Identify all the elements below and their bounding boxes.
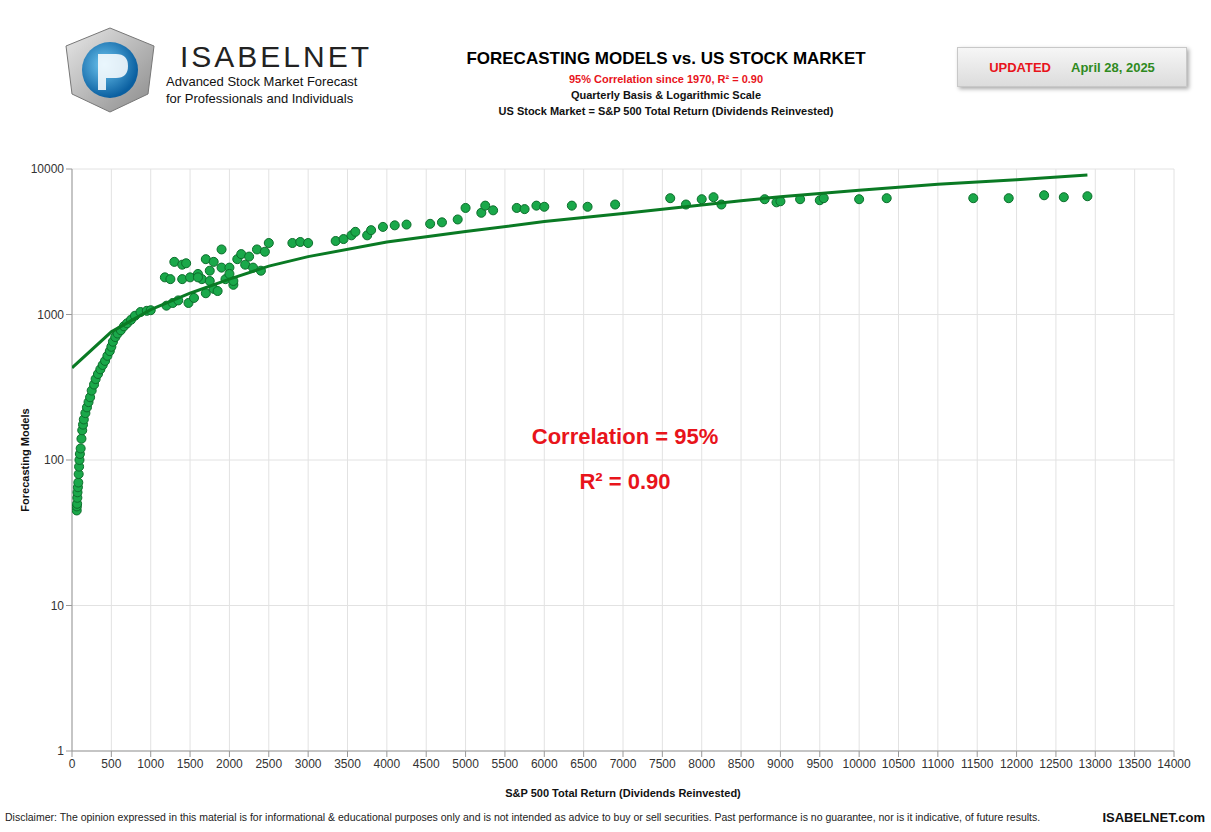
svg-text:11000: 11000: [922, 757, 955, 771]
svg-text:2000: 2000: [216, 757, 243, 771]
svg-text:11500: 11500: [961, 757, 994, 771]
svg-text:7500: 7500: [649, 757, 676, 771]
svg-text:8000: 8000: [688, 757, 715, 771]
html-text:US Stock Market = S&P 500 Tota: US Stock Market = S&P 500 Total Return (…: [498, 105, 834, 117]
html-text:ISABELNET: ISABELNET: [180, 40, 373, 73]
html-text:Forecasting Models: Forecasting Models: [19, 408, 31, 512]
svg-text:12500: 12500: [1039, 757, 1073, 771]
svg-text:7000: 7000: [610, 757, 637, 771]
svg-text:100: 100: [44, 453, 64, 467]
html-text:Quarterly Basis & Logarithmic: Quarterly Basis & Logarithmic Scale: [570, 89, 762, 101]
html-text:for Professionals and Individu: for Professionals and Individuals: [166, 91, 354, 106]
svg-text:8500: 8500: [728, 757, 755, 771]
svg-text:13000: 13000: [1079, 757, 1113, 771]
html-text:April 28, 2025: April 28, 2025: [1071, 59, 1155, 75]
svg-text:5000: 5000: [452, 757, 479, 771]
svg-text:500: 500: [101, 757, 121, 771]
svg-text:1000: 1000: [137, 757, 164, 771]
svg-text:4500: 4500: [413, 757, 440, 771]
svg-text:10: 10: [51, 599, 65, 613]
svg-text:3000: 3000: [295, 757, 322, 771]
html-text:UPDATED: UPDATED: [989, 59, 1051, 75]
html-text:S&P 500 Total Return (Dividend: S&P 500 Total Return (Dividends Reinvest…: [505, 787, 741, 799]
svg-text:4000: 4000: [374, 757, 401, 771]
svg-text:10500: 10500: [882, 757, 916, 771]
html-text:Correlation = 95%: Correlation = 95%: [531, 424, 719, 449]
svg-text:1000: 1000: [37, 308, 64, 322]
svg-text:13500: 13500: [1118, 757, 1152, 771]
svg-text:12000: 12000: [1000, 757, 1034, 771]
svg-text:10000: 10000: [842, 757, 876, 771]
svg-text:1: 1: [57, 744, 64, 758]
html-text:Disclaimer: The opinion expres: Disclaimer: The opinion expressed in thi…: [5, 811, 1041, 823]
svg-text:10000: 10000: [31, 162, 65, 176]
html-text:Advanced Stock Market Forecast: Advanced Stock Market Forecast: [166, 74, 358, 89]
svg-text:0: 0: [69, 757, 76, 771]
svg-text:9500: 9500: [806, 757, 833, 771]
svg-text:1500: 1500: [177, 757, 204, 771]
html-text:FORECASTING MODELS vs. US STOC: FORECASTING MODELS vs. US STOCK MARKET: [466, 49, 866, 68]
svg-text:5500: 5500: [492, 757, 519, 771]
html-text:95% Correlation since 1970, R²: 95% Correlation since 1970, R² = 0.90: [568, 73, 764, 85]
html-text:ISABELNET.com: ISABELNET.com: [1102, 810, 1205, 825]
svg-text:14000: 14000: [1157, 757, 1191, 771]
svg-text:6500: 6500: [570, 757, 597, 771]
svg-text:9000: 9000: [767, 757, 794, 771]
html-text:R² = 0.90: R² = 0.90: [579, 469, 671, 494]
svg-text:3500: 3500: [334, 757, 361, 771]
svg-text:2500: 2500: [255, 757, 282, 771]
svg-text:6000: 6000: [531, 757, 558, 771]
